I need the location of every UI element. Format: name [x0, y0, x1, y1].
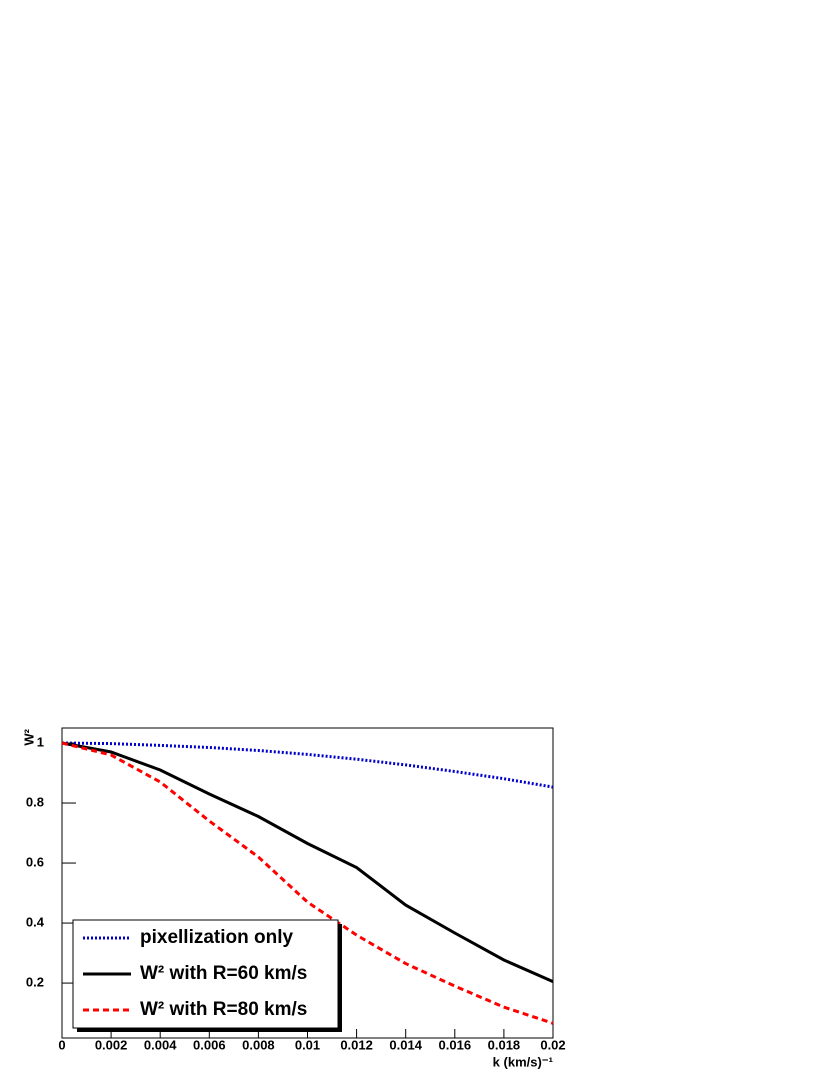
y-tick-label: 0.4 — [26, 915, 45, 930]
y-tick-label: 0.2 — [26, 975, 44, 990]
x-tick-label: 0.02 — [540, 1037, 565, 1052]
x-tick-label: 0 — [58, 1037, 65, 1052]
legend-label: pixellization only — [140, 927, 294, 948]
y-axis-label: W² — [21, 728, 36, 745]
x-tick-label: 0.004 — [144, 1037, 177, 1052]
legend-label: W² with R=80 km/s — [140, 999, 307, 1020]
x-tick-label: 0.016 — [439, 1037, 472, 1052]
x-tick-label: 0.012 — [340, 1037, 373, 1052]
x-tick-label: 0.006 — [193, 1037, 226, 1052]
x-tick-label: 0.014 — [389, 1037, 422, 1052]
series-line — [61, 741, 554, 1025]
series-line — [61, 741, 554, 789]
x-tick-label: 0.018 — [488, 1037, 521, 1052]
x-tick-label: 0.002 — [95, 1037, 128, 1052]
x-tick-label: 0.01 — [295, 1037, 320, 1052]
y-tick-label: 1 — [37, 734, 44, 749]
series-line — [61, 741, 554, 983]
y-tick-label: 0.8 — [26, 794, 44, 809]
x-axis-label: k (km/s)⁻¹ — [493, 1054, 553, 1069]
x-tick-label: 0.008 — [242, 1037, 275, 1052]
y-tick-label: 0.6 — [26, 854, 44, 869]
legend-label: W² with R=60 km/s — [140, 963, 307, 984]
